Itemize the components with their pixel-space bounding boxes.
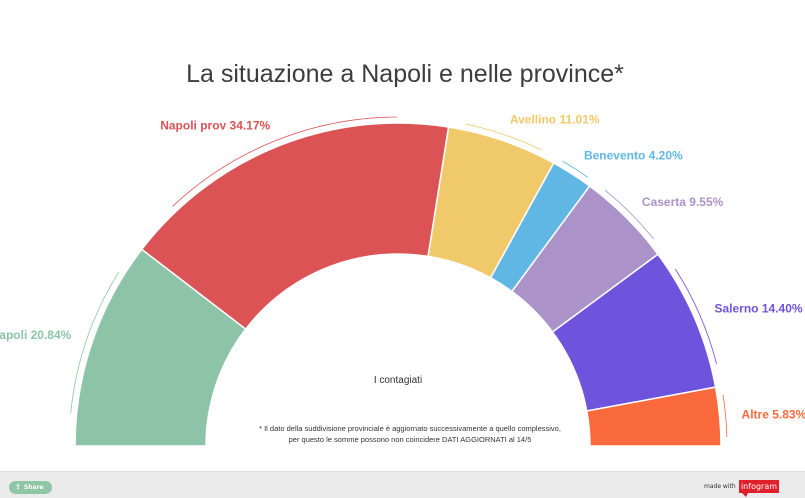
slice-label: Salerno 14.40% [714, 302, 802, 316]
slice-napoli-prov[interactable] [140, 122, 450, 331]
note-line-1: * Il dato della suddivisione provinciale… [259, 424, 561, 433]
share-button[interactable]: ⇪ Share [9, 481, 52, 494]
slice-labels-group: Napoli 20.84% Napoli prov 34.17% Avellino … [0, 113, 805, 422]
leader-line [562, 160, 589, 178]
slice-label: Avellino 11.01% [510, 113, 600, 127]
slice-label: Caserta 9.55% [642, 195, 724, 209]
leader-line [466, 123, 542, 151]
made-with-text: made with [704, 483, 736, 490]
share-icon: ⇪ [15, 483, 21, 491]
leader-line [70, 272, 119, 414]
center-label: I contagiati [374, 375, 422, 386]
leader-line [604, 189, 655, 240]
chart-title: La situazione a Napoli e nelle province* [186, 60, 624, 88]
slices-group [74, 122, 722, 447]
semi-donut-chart: La situazione a Napoli e nelle province*… [0, 60, 805, 447]
slice-altre[interactable] [585, 386, 722, 447]
slice-label: Benevento 4.20% [584, 148, 683, 162]
leader-lines-group [70, 116, 728, 437]
slice-label: Napoli 20.84% [0, 328, 72, 342]
slice-label: Napoli prov 34.17% [160, 119, 270, 133]
brand-logo[interactable]: infogram [739, 480, 779, 497]
leader-line [722, 394, 728, 437]
leader-line [172, 116, 397, 207]
leader-line [675, 268, 718, 365]
slice-label: Altre 5.83% [742, 407, 805, 421]
share-label: Share [23, 484, 44, 491]
note-line-2: per questo le somme possono non coincide… [289, 435, 532, 444]
footer-bar: ⇪ Share made with infogram [0, 471, 805, 498]
